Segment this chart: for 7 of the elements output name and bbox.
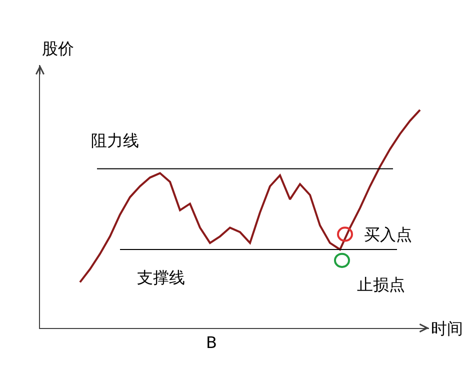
annotation: 买入点 [364,225,412,244]
text: B [206,333,217,352]
ref-line-label: 阻力线 [91,131,139,150]
y-axis-title: 股价 [42,39,74,58]
annotation: 止损点 [357,275,405,294]
x-axis-title: 时间 [431,319,463,338]
ref-line-label: 支撑线 [137,268,185,287]
